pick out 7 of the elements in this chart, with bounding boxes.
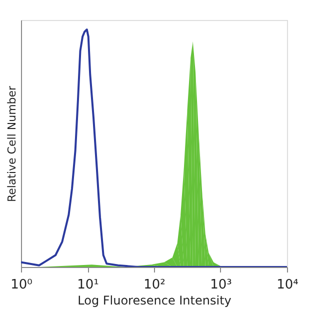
- y-axis-title: Relative Cell Number: [6, 85, 18, 202]
- x-tick-label: 10¹: [77, 278, 99, 292]
- x-tick-label: 10⁰: [10, 278, 32, 292]
- x-tick-label: 10³: [210, 278, 232, 292]
- x-tick-label: 10²: [144, 278, 166, 292]
- x-axis-title: Log Fluoresence Intensity: [78, 294, 232, 308]
- x-tick-label: 10⁴: [276, 278, 298, 292]
